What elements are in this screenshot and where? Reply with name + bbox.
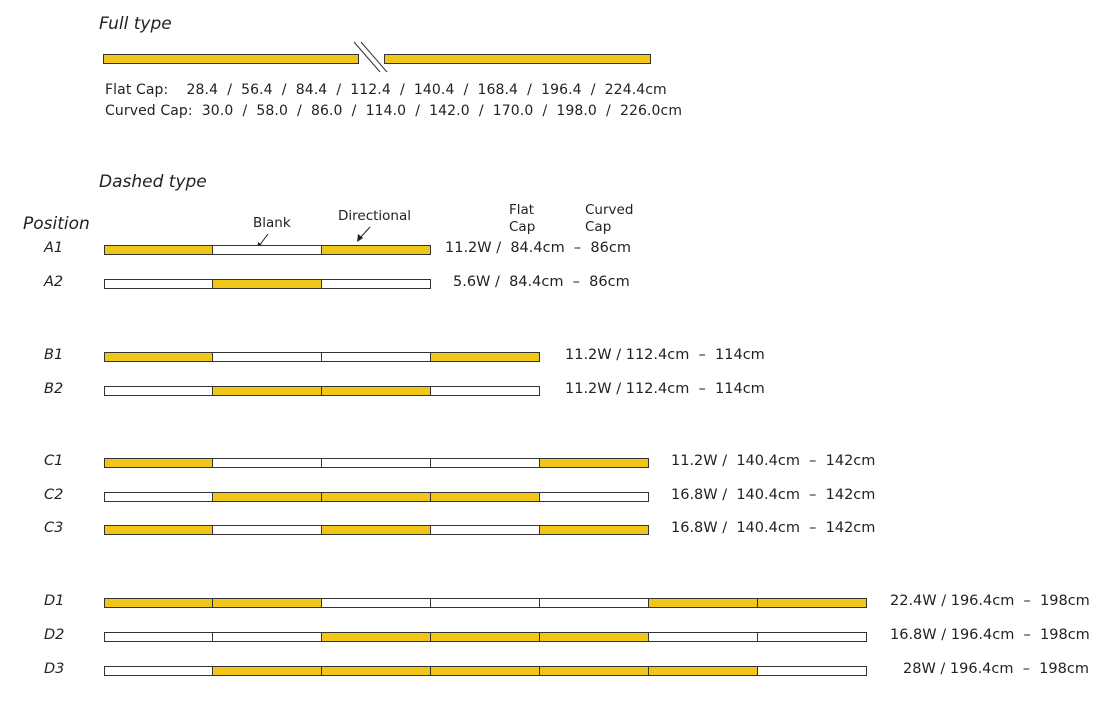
- directional-segment: [104, 245, 213, 255]
- directional-segment: [648, 666, 758, 676]
- led-strip-c2: [104, 492, 649, 502]
- spec-c1: 11.2W / 140.4cm – 142cm: [671, 453, 876, 469]
- directional-segment: [539, 458, 649, 468]
- directional-segment: [212, 492, 322, 502]
- directional-segment: [430, 632, 540, 642]
- blank-segment: [321, 598, 431, 608]
- blank-segment: [104, 279, 213, 289]
- position-label-c2: C2: [44, 487, 64, 503]
- spec-d1: 22.4W / 196.4cm – 198cm: [890, 593, 1090, 609]
- dashed-type-heading: Dashed type: [99, 172, 207, 192]
- blank-segment: [212, 352, 322, 362]
- directional-segment: [212, 666, 322, 676]
- directional-segment: [430, 666, 540, 676]
- blank-segment: [212, 458, 322, 468]
- directional-segment: [104, 458, 213, 468]
- flat-cap-header: Flat Cap: [509, 202, 536, 235]
- blank-segment: [757, 666, 867, 676]
- full-type-strip-left: [103, 54, 359, 64]
- led-strip-a1: [104, 245, 431, 255]
- directional-segment: [757, 598, 867, 608]
- spec-d2: 16.8W / 196.4cm – 198cm: [890, 627, 1090, 643]
- position-label-d2: D2: [44, 627, 65, 643]
- directional-segment: [539, 632, 649, 642]
- directional-segment: [212, 598, 322, 608]
- blank-segment: [430, 386, 540, 396]
- position-label-b2: B2: [44, 381, 64, 397]
- blank-segment: [757, 632, 867, 642]
- directional-segment: [430, 492, 540, 502]
- blank-segment: [104, 666, 213, 676]
- led-strip-d1: [104, 598, 867, 608]
- directional-segment: [321, 632, 431, 642]
- led-strip-c3: [104, 525, 649, 535]
- position-label-d1: D1: [44, 593, 65, 609]
- blank-segment: [212, 245, 322, 255]
- position-header: Position: [23, 214, 90, 234]
- blank-segment: [104, 492, 213, 502]
- blank-segment: [539, 492, 649, 502]
- spec-a1: 11.2W / 84.4cm – 86cm: [445, 240, 631, 256]
- directional-segment: [321, 666, 431, 676]
- directional-segment: [212, 279, 322, 289]
- led-strip-c1: [104, 458, 649, 468]
- blank-segment: [430, 598, 540, 608]
- position-label-c3: C3: [44, 520, 64, 536]
- blank-segment: [212, 632, 322, 642]
- position-label-d3: D3: [44, 661, 65, 677]
- curved-cap-lengths: Curved Cap: 30.0 / 58.0 / 86.0 / 114.0 /…: [105, 103, 683, 119]
- spec-b1: 11.2W / 112.4cm – 114cm: [565, 347, 765, 363]
- blank-label: Blank: [253, 215, 291, 231]
- spec-c2: 16.8W / 140.4cm – 142cm: [671, 487, 876, 503]
- directional-segment: [648, 598, 758, 608]
- led-strip-a2: [104, 279, 431, 289]
- directional-segment: [212, 386, 322, 396]
- blank-segment: [539, 598, 649, 608]
- position-label-b1: B1: [44, 347, 64, 363]
- blank-segment: [321, 279, 431, 289]
- blank-segment: [430, 458, 540, 468]
- directional-segment: [539, 666, 649, 676]
- led-strip-b2: [104, 386, 540, 396]
- blank-segment: [321, 352, 431, 362]
- directional-label: Directional: [338, 208, 412, 224]
- blank-segment: [648, 632, 758, 642]
- blank-segment: [321, 458, 431, 468]
- directional-segment: [321, 492, 431, 502]
- led-strip-b1: [104, 352, 540, 362]
- position-label-c1: C1: [44, 453, 64, 469]
- spec-c3: 16.8W / 140.4cm – 142cm: [671, 520, 876, 536]
- directional-segment: [321, 525, 431, 535]
- led-strip-d3: [104, 666, 867, 676]
- blank-segment: [104, 386, 213, 396]
- spec-a2: 5.6W / 84.4cm – 86cm: [453, 274, 630, 290]
- directional-segment: [104, 352, 213, 362]
- flat-cap-lengths: Flat Cap: 28.4 / 56.4 / 84.4 / 112.4 / 1…: [105, 82, 667, 98]
- directional-segment: [539, 525, 649, 535]
- directional-segment: [104, 525, 213, 535]
- directional-segment: [321, 245, 431, 255]
- blank-segment: [104, 632, 213, 642]
- spec-d3: 28W / 196.4cm – 198cm: [903, 661, 1089, 677]
- position-label-a2: A2: [44, 274, 64, 290]
- directional-segment: [430, 352, 540, 362]
- led-strip-d2: [104, 632, 867, 642]
- spec-b2: 11.2W / 112.4cm – 114cm: [565, 381, 765, 397]
- blank-segment: [212, 525, 322, 535]
- blank-segment: [430, 525, 540, 535]
- directional-segment: [321, 386, 431, 396]
- curved-cap-header: Curved Cap: [585, 202, 634, 235]
- directional-segment: [104, 598, 213, 608]
- position-label-a1: A1: [44, 240, 64, 256]
- full-type-heading: Full type: [99, 14, 172, 34]
- full-type-strip-right: [384, 54, 651, 64]
